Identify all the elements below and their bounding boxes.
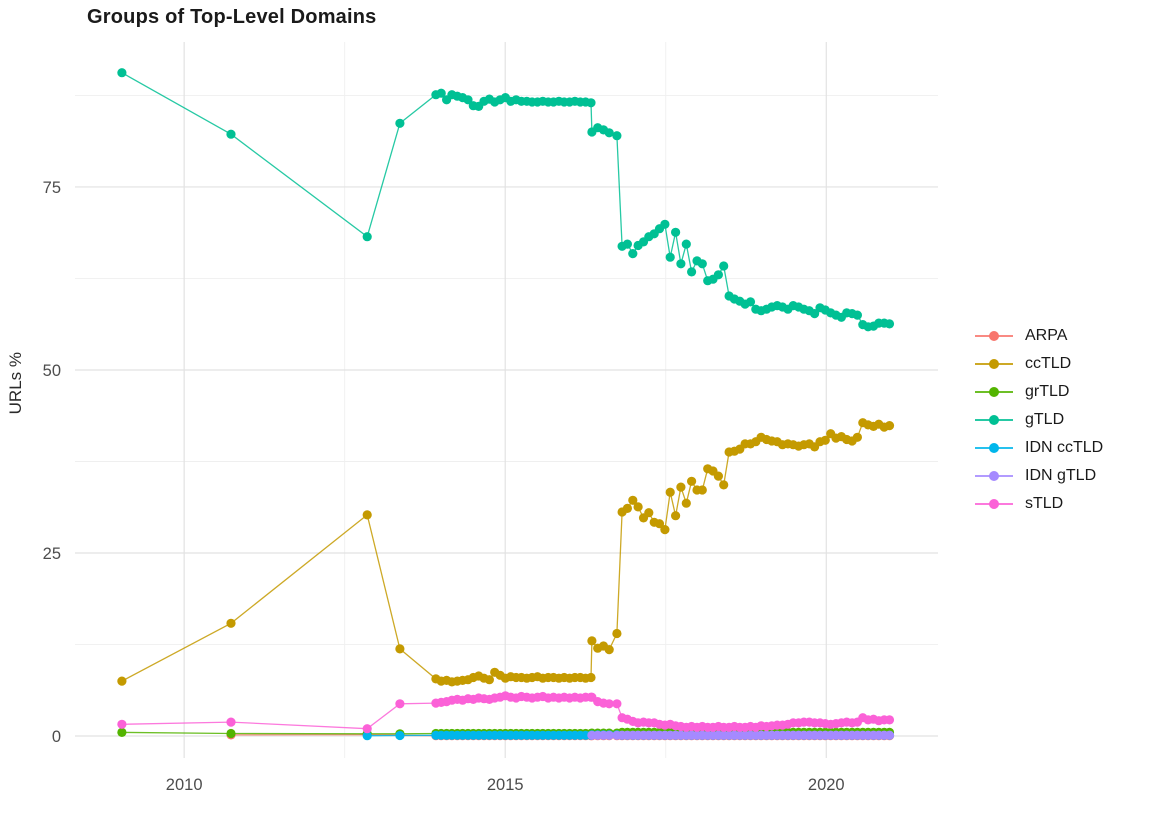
legend-label: gTLD [1025,411,1065,428]
chart-title: Groups of Top-Level Domains [87,6,377,28]
legend-item-cctld: ccTLD [975,350,1103,378]
legend-label: ccTLD [1025,355,1072,372]
x-axis-tick-labels: 2010 2015 2020 [166,776,845,794]
legend-label: IDN ccTLD [1025,439,1104,456]
legend-item-idn-cctld: IDN ccTLD [975,434,1103,462]
legend-item-grtld: grTLD [975,378,1103,406]
legend-item-stld: sTLD [975,490,1103,518]
minor-gridlines [75,42,938,758]
legend-swatch-icon [975,498,1013,510]
svg-text:2020: 2020 [808,776,845,794]
legend-label: ARPA [1025,327,1068,344]
svg-text:75: 75 [43,179,61,197]
svg-text:25: 25 [43,545,61,563]
legend-swatch-icon [975,442,1013,454]
legend-swatch-icon [975,358,1013,370]
series-cctld [117,418,895,687]
legend-swatch-icon [975,414,1013,426]
y-axis-tick-labels: 0 25 50 75 [43,179,61,746]
legend-swatch-icon [975,330,1013,342]
legend: ARPA ccTLD grTLD gTLD IDN ccTLD IDN gTLD sTLD [975,322,1103,518]
series-gtld [117,68,895,332]
major-gridlines [75,42,938,758]
legend-item-arpa: ARPA [975,322,1103,350]
legend-swatch-icon [975,470,1013,482]
svg-text:0: 0 [52,728,61,746]
legend-item-idn-gtld: IDN gTLD [975,462,1103,490]
legend-item-gtld: gTLD [975,406,1103,434]
legend-swatch-icon [975,386,1013,398]
svg-text:50: 50 [43,362,61,380]
series-idn-gtld [587,730,895,740]
series-stld [117,691,895,734]
legend-label: sTLD [1025,495,1064,512]
svg-text:2015: 2015 [487,776,524,794]
legend-label: grTLD [1025,383,1070,400]
legend-label: IDN gTLD [1025,467,1097,484]
svg-text:2010: 2010 [166,776,203,794]
